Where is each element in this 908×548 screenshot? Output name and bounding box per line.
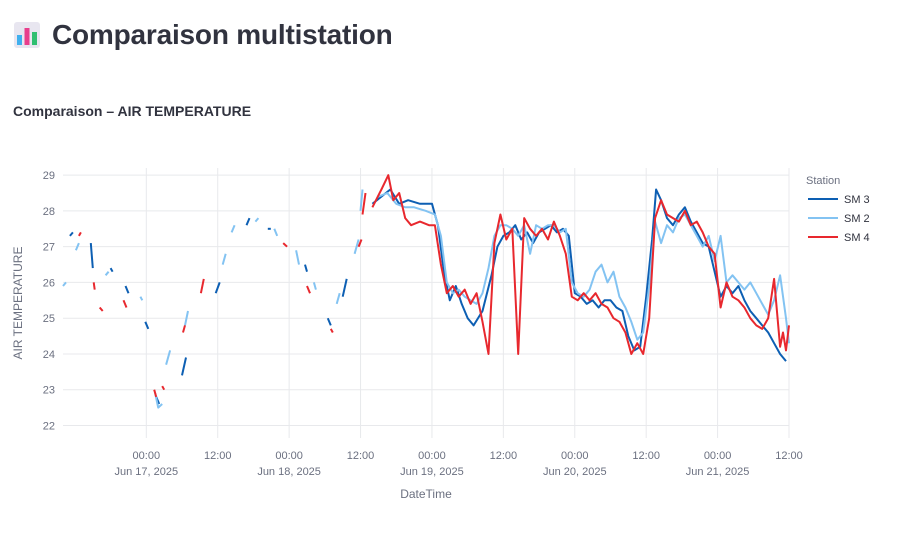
legend-item-sm2[interactable]: SM 2 xyxy=(808,213,870,225)
series-line-sm2 xyxy=(230,224,236,233)
legend: Station SM 3 SM 2 SM 4 xyxy=(806,175,870,244)
x-tick-label: 00:00 xyxy=(133,450,161,462)
series-line-sm2 xyxy=(359,189,364,211)
series-line-sm2 xyxy=(221,253,227,265)
x-tick-label: 12:00 xyxy=(204,450,232,462)
series-line-sm2 xyxy=(378,192,790,344)
series-line-sm4 xyxy=(282,242,288,248)
legend-label: SM 4 xyxy=(844,232,870,244)
series-line-sm2 xyxy=(254,217,260,223)
series-line-sm4 xyxy=(78,231,82,237)
series-line-sm4 xyxy=(122,299,128,308)
series-line-sm4 xyxy=(161,385,166,391)
series-line-sm2 xyxy=(165,350,172,365)
x-tick-date-label: Jun 19, 2025 xyxy=(400,466,464,478)
x-tick-date-label: Jun 18, 2025 xyxy=(257,466,321,478)
series-line-sm4 xyxy=(357,239,363,248)
series-line-sm4 xyxy=(371,174,790,355)
series-line-sm3 xyxy=(109,267,114,273)
x-tick-label: 12:00 xyxy=(775,450,803,462)
series-line-sm2 xyxy=(295,250,300,265)
series-line-sm3 xyxy=(181,357,187,376)
series-line-sm3 xyxy=(214,282,221,294)
series-line-sm2 xyxy=(273,228,279,237)
y-tick-label: 26 xyxy=(43,277,55,289)
page-title: Comparaison multistation xyxy=(14,14,393,56)
series-sm4 xyxy=(78,174,790,398)
page-title-text: Comparaison multistation xyxy=(52,19,393,50)
x-tick-label: 00:00 xyxy=(704,450,732,462)
y-axis-ticks: 22 23 24 25 26 27 28 29 xyxy=(43,170,55,432)
series-line-sm4 xyxy=(98,306,104,312)
x-tick-date-label: Jun 20, 2025 xyxy=(543,466,607,478)
legend-label: SM 2 xyxy=(844,213,870,225)
series-line-sm2 xyxy=(74,242,80,251)
series-line-sm4 xyxy=(92,282,96,290)
series-line-sm4 xyxy=(199,278,205,294)
series-line-sm4 xyxy=(361,192,367,215)
series-line-sm4 xyxy=(306,285,311,294)
series-line-sm4 xyxy=(153,389,158,398)
y-axis-title: AIR TEMPERATURE xyxy=(11,247,25,360)
series-line-sm3 xyxy=(326,317,332,326)
series-line-sm3 xyxy=(144,321,150,330)
y-tick-label: 24 xyxy=(43,349,55,361)
series-line-sm2 xyxy=(104,271,110,276)
series-sm2 xyxy=(62,189,790,409)
series-line-sm4 xyxy=(329,328,334,333)
y-tick-label: 27 xyxy=(43,242,55,254)
series-line-sm2 xyxy=(62,281,67,287)
series-lines xyxy=(62,174,790,409)
x-tick-date-label: Jun 17, 2025 xyxy=(114,466,178,478)
series-line-sm4 xyxy=(182,325,186,333)
series-line-sm2 xyxy=(184,310,189,326)
x-tick-date-label: Jun 21, 2025 xyxy=(686,466,750,478)
x-tick-label: 12:00 xyxy=(632,450,660,462)
x-tick-label: 12:00 xyxy=(347,450,375,462)
y-tick-label: 29 xyxy=(43,170,55,182)
bar-chart-icon xyxy=(14,22,40,48)
x-tick-label: 12:00 xyxy=(490,450,518,462)
chart-subheader: Comparaison – AIR TEMPERATURE xyxy=(13,103,252,119)
y-tick-label: 28 xyxy=(43,206,55,218)
series-line-sm2 xyxy=(139,296,144,301)
x-axis-ticks: 00:00 Jun 17, 2025 12:00 00:00 Jun 18, 2025 1… xyxy=(114,450,802,478)
series-line-sm3 xyxy=(69,231,74,237)
x-tick-label: 00:00 xyxy=(275,450,303,462)
series-line-sm2 xyxy=(335,292,341,305)
series-line-sm3 xyxy=(89,243,94,269)
series-line-sm2 xyxy=(154,393,163,409)
series-line-sm3 xyxy=(341,278,348,297)
series-line-sm3 xyxy=(304,264,308,272)
series-line-sm3 xyxy=(371,188,787,362)
x-axis-title: DateTime xyxy=(400,487,452,501)
series-line-sm3 xyxy=(124,285,130,294)
series-line-sm2 xyxy=(312,282,317,290)
legend-item-sm3[interactable]: SM 3 xyxy=(808,194,870,206)
series-line-sm2 xyxy=(353,239,360,255)
x-tick-label: 00:00 xyxy=(561,450,589,462)
y-tick-label: 23 xyxy=(43,385,55,397)
legend-label: SM 3 xyxy=(844,194,870,206)
series-line-sm3 xyxy=(245,217,251,226)
legend-item-sm4[interactable]: SM 4 xyxy=(808,232,870,244)
legend-title: Station xyxy=(806,175,840,187)
grid-lines xyxy=(63,168,790,438)
y-tick-label: 25 xyxy=(43,313,55,325)
y-tick-label: 22 xyxy=(43,420,55,432)
x-tick-label: 00:00 xyxy=(418,450,446,462)
